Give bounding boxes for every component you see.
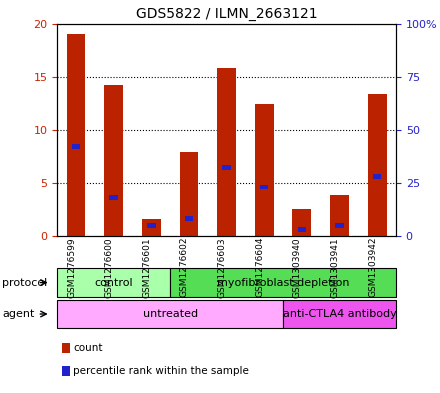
Bar xyxy=(72,144,80,149)
Text: GSM1276600: GSM1276600 xyxy=(105,237,114,298)
Text: control: control xyxy=(94,277,133,288)
Text: GSM1303940: GSM1303940 xyxy=(293,237,302,298)
Text: GSM1303942: GSM1303942 xyxy=(368,237,377,298)
Text: untreated: untreated xyxy=(143,309,198,319)
Text: GSM1276604: GSM1276604 xyxy=(255,237,264,298)
Text: GSM1276602: GSM1276602 xyxy=(180,237,189,298)
Bar xyxy=(222,165,231,170)
Text: GSM1276603: GSM1276603 xyxy=(218,237,227,298)
Bar xyxy=(180,152,198,236)
Bar xyxy=(57,300,283,328)
Bar xyxy=(283,300,396,328)
Bar xyxy=(335,223,344,228)
Bar xyxy=(142,219,161,236)
Bar xyxy=(293,209,312,236)
Bar xyxy=(185,217,193,221)
Bar xyxy=(217,68,236,236)
Text: anti-CTLA4 antibody: anti-CTLA4 antibody xyxy=(282,309,396,319)
Bar xyxy=(368,94,387,236)
Title: GDS5822 / ILMN_2663121: GDS5822 / ILMN_2663121 xyxy=(136,7,317,21)
Bar xyxy=(170,268,396,297)
Bar xyxy=(330,195,349,236)
Bar xyxy=(255,104,274,236)
Text: GSM1303941: GSM1303941 xyxy=(330,237,340,298)
Text: GSM1276599: GSM1276599 xyxy=(67,237,76,298)
Bar xyxy=(147,223,156,228)
Bar xyxy=(104,85,123,236)
Bar xyxy=(66,34,85,236)
Bar xyxy=(57,268,170,297)
Bar xyxy=(110,195,118,200)
Text: GSM1276601: GSM1276601 xyxy=(142,237,151,298)
Bar xyxy=(297,227,306,232)
Text: protocol: protocol xyxy=(2,277,48,288)
Text: myofibroblast depletion: myofibroblast depletion xyxy=(217,277,349,288)
Bar xyxy=(373,174,381,179)
Bar xyxy=(260,185,268,189)
Text: percentile rank within the sample: percentile rank within the sample xyxy=(73,366,249,376)
Text: agent: agent xyxy=(2,309,35,319)
Text: count: count xyxy=(73,343,103,353)
